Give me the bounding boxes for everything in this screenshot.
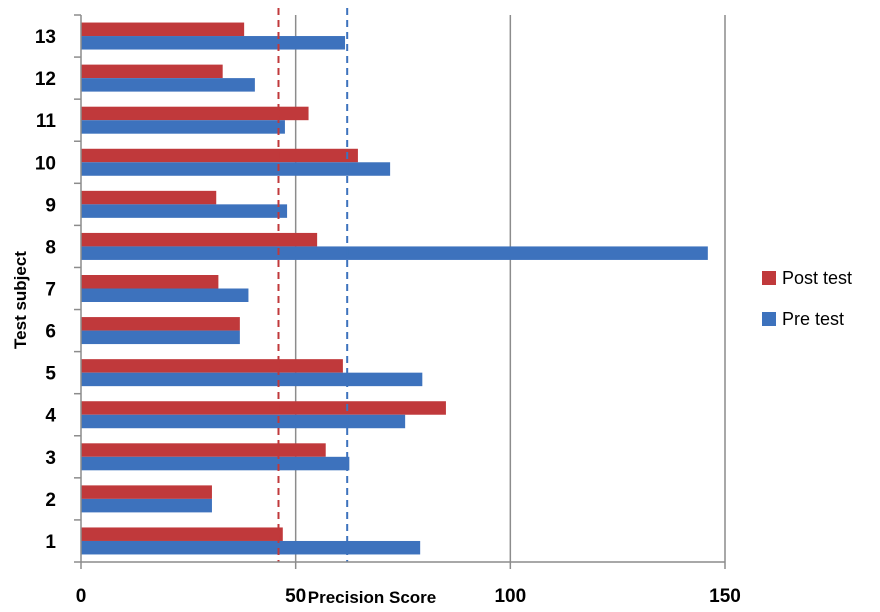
bar-pre-test-3: [81, 456, 350, 471]
bar-pre-test-6: [81, 330, 240, 345]
x-tick-label-0: 0: [76, 586, 87, 607]
y-tick-label-12: 12: [35, 69, 56, 90]
bar-post-test-6: [81, 317, 240, 331]
bar-pre-test-9: [81, 204, 288, 218]
y-tick-label-11: 11: [36, 111, 57, 132]
bar-post-test-4: [81, 401, 446, 415]
legend-label-post-test: Post test: [782, 268, 852, 288]
bar-pre-test-8: [81, 246, 708, 260]
bar-post-test-7: [81, 275, 219, 289]
bar-post-test-11: [81, 106, 309, 121]
bar-pre-test-10: [81, 162, 391, 176]
legend-swatch-pre-test: [762, 312, 776, 326]
gridlines: [294, 15, 726, 562]
bar-pre-test-5: [81, 372, 423, 387]
reference-lines: [277, 8, 349, 562]
y-tick-label-2: 2: [45, 490, 56, 511]
y-tick-label-3: 3: [45, 448, 56, 469]
bar-post-test-8: [81, 232, 318, 247]
y-tick-label-5: 5: [45, 364, 56, 385]
y-tick-label-6: 6: [45, 322, 56, 343]
x-axis-title: Precision Score: [308, 588, 437, 607]
y-tick-label-9: 9: [45, 195, 56, 216]
bar-pre-test-4: [81, 414, 406, 429]
bar-post-test-3: [81, 443, 326, 457]
bar-post-test-1: [81, 527, 283, 541]
bar-pre-test-11: [81, 120, 285, 134]
y-tick-label-10: 10: [35, 153, 56, 174]
bar-pre-test-2: [81, 498, 212, 513]
x-tick-label-100: 100: [494, 586, 526, 607]
legend-swatch-post-test: [762, 271, 776, 285]
bar-post-test-5: [81, 359, 343, 373]
y-tick-label-4: 4: [45, 406, 56, 427]
bars: [81, 22, 708, 555]
legend: Post test Pre test: [762, 268, 852, 329]
bar-post-test-10: [81, 148, 358, 163]
bar-post-test-9: [81, 190, 217, 205]
bar-post-test-12: [81, 64, 223, 79]
bar-pre-test-7: [81, 288, 249, 302]
bar-pre-test-1: [81, 540, 421, 555]
legend-label-pre-test: Pre test: [782, 309, 844, 329]
bar-post-test-2: [81, 485, 212, 499]
y-tick-label-1: 1: [45, 532, 56, 553]
x-tick-label-50: 50: [285, 586, 306, 607]
bar-pre-test-13: [81, 36, 346, 50]
y-tick-label-13: 13: [35, 27, 56, 48]
bar-post-test-13: [81, 22, 245, 37]
x-tick-labels: 0 50 100 150: [76, 586, 741, 607]
bar-pre-test-12: [81, 78, 255, 92]
y-tick-label-7: 7: [45, 280, 56, 301]
x-tick-label-150: 150: [709, 586, 741, 607]
axes: [74, 14, 726, 569]
y-axis-title: Test subject: [11, 251, 30, 349]
y-tick-label-8: 8: [45, 237, 56, 258]
